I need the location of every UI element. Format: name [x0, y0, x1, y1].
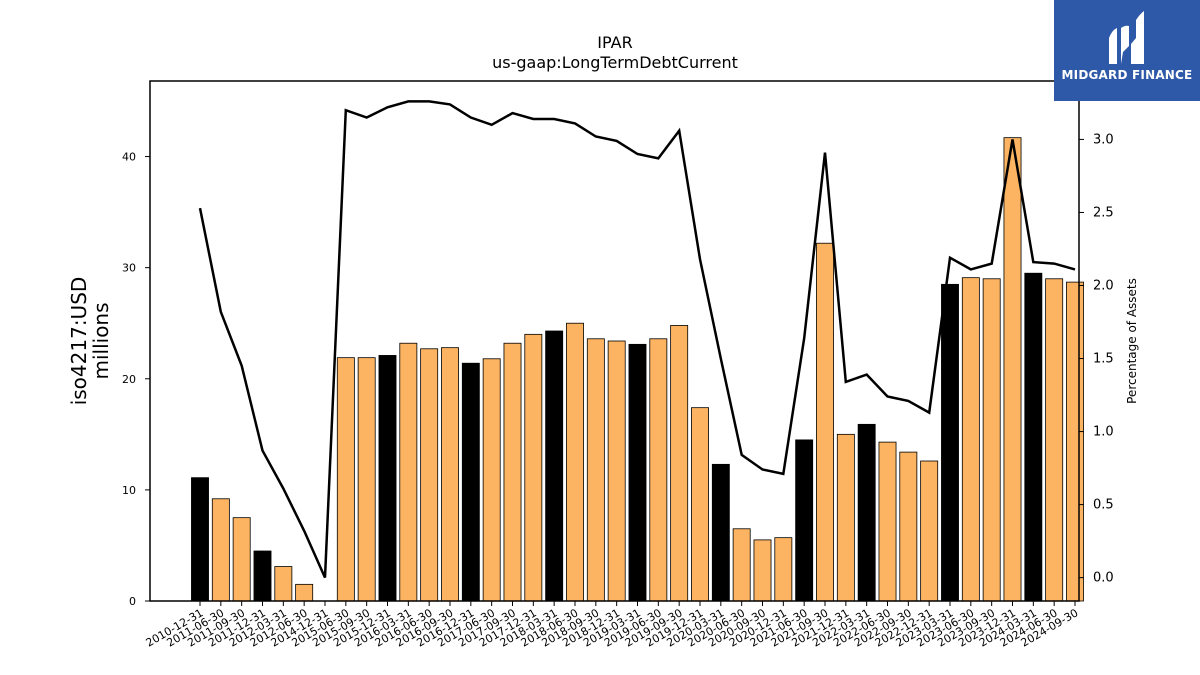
y-axis-label-line: iso4217:USD [67, 277, 91, 406]
y-axis-label-line: millions [89, 302, 113, 379]
bar-2021-06-30 [795, 439, 814, 602]
bar-2019-12-31 [691, 407, 709, 602]
brand-logo: MIDGARD FINANCE [1054, 0, 1200, 101]
y2-tick-label-1.5: 1.5 [1093, 352, 1114, 367]
y-axis-left: 0 10 20 30 40 [122, 151, 150, 608]
bar-2021-12-31 [836, 433, 855, 602]
bars-layer [191, 137, 1084, 602]
bar-2020-09-30 [753, 539, 772, 602]
bar-2021-09-30 [816, 242, 834, 602]
bar-2024-03-31 [1024, 272, 1043, 602]
y2-tick-label-2: 2.0 [1093, 278, 1114, 293]
bar-2018-09-30 [586, 338, 605, 602]
bar-2011-06-30 [211, 498, 230, 602]
bar-2017-09-30 [503, 342, 522, 602]
bar-2020-12-31 [774, 537, 793, 602]
y2-tick-label-0.5: 0.5 [1093, 498, 1114, 513]
bar-2015-06-30 [336, 357, 355, 602]
bar-2011-12-31 [253, 550, 272, 602]
chart-title: IPAR [597, 33, 632, 52]
bar-2018-12-31 [607, 340, 626, 602]
bar-2017-12-31 [524, 333, 543, 602]
bar-2011-09-30 [232, 517, 251, 602]
percentage-of-assets-line [198, 100, 1076, 579]
bar-2022-12-31 [920, 460, 939, 602]
bar-2024-06-30 [1045, 278, 1064, 602]
bar-2023-12-31 [1003, 137, 1022, 602]
y-tick-label-10: 10 [122, 484, 136, 497]
bar-2015-12-31 [378, 355, 397, 602]
y2-tick-label-3: 3.0 [1093, 132, 1114, 147]
bar-2015-09-30 [357, 357, 376, 602]
bar-2016-03-31 [399, 342, 418, 602]
bar-2010-12-31 [191, 477, 209, 602]
bar-2016-12-31 [461, 362, 480, 602]
y-axis-right: 0.0 0.5 1.0 1.5 2.0 2.5 3.0 [1079, 132, 1114, 586]
bar-2019-06-30 [649, 338, 668, 602]
bar-2020-06-30 [732, 528, 751, 602]
bar-2012-06-30 [295, 583, 314, 602]
bar-2020-03-31 [711, 463, 730, 602]
y2-tick-label-1: 1.0 [1093, 425, 1114, 440]
y-tick-label-0: 0 [129, 595, 136, 608]
x-axis: 2010-12-312011-06-302011-09-302011-12-31… [144, 601, 1081, 650]
bar-2022-06-30 [878, 441, 897, 602]
bar-2023-06-30 [961, 277, 980, 602]
y-tick-label-30: 30 [122, 262, 136, 275]
bar-2023-09-30 [982, 278, 1001, 602]
y2-tick-label-0: 0.0 [1093, 571, 1114, 586]
bar-2023-03-31 [941, 283, 959, 602]
y2-axis-label: Percentage of Assets [1125, 278, 1139, 404]
bar-2016-09-30 [441, 347, 459, 602]
bar-2022-03-31 [857, 423, 876, 602]
bar-2024-09-30 [1066, 281, 1084, 602]
y-tick-label-20: 20 [122, 373, 136, 386]
plot-frame [149, 80, 1080, 602]
bar-2017-06-30 [482, 358, 501, 602]
bar-2022-09-30 [899, 451, 918, 602]
chart-subtitle: us-gaap:LongTermDebtCurrent [492, 53, 738, 72]
bar-2016-06-30 [420, 348, 439, 602]
line-layer [198, 100, 1076, 579]
bar-2012-03-31 [274, 566, 293, 602]
y-tick-label-40: 40 [122, 151, 136, 164]
bar-2019-09-30 [670, 325, 689, 602]
brand-name: MIDGARD FINANCE [1061, 68, 1193, 82]
bar-2019-03-31 [628, 343, 647, 602]
bar-2018-06-30 [566, 322, 584, 602]
midgard-bars-logo-icon [1109, 11, 1144, 64]
y-axis-label: iso4217:USDmillions [67, 277, 113, 406]
bar-2018-03-31 [545, 330, 564, 602]
y2-tick-label-2.5: 2.5 [1093, 205, 1114, 220]
